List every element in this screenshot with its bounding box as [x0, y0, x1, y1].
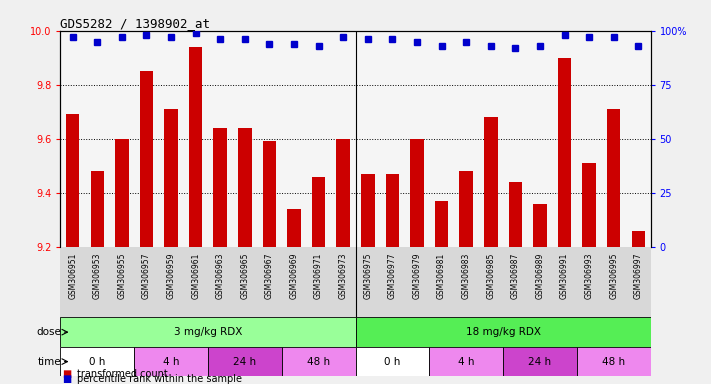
Bar: [577, 347, 651, 376]
Text: GSM306965: GSM306965: [240, 252, 250, 299]
Text: 18 mg/kg RDX: 18 mg/kg RDX: [466, 327, 540, 337]
Text: ■: ■: [62, 374, 71, 384]
Text: GSM306973: GSM306973: [338, 252, 348, 299]
Bar: [90, 171, 104, 247]
Text: GSM306991: GSM306991: [560, 252, 569, 299]
Bar: [312, 177, 326, 247]
Text: 4 h: 4 h: [163, 357, 179, 367]
Bar: [213, 128, 227, 247]
Text: 3 mg/kg RDX: 3 mg/kg RDX: [173, 327, 242, 337]
Text: GSM306989: GSM306989: [535, 252, 545, 299]
Bar: [134, 347, 208, 376]
Text: GSM306983: GSM306983: [461, 252, 471, 299]
Text: GSM306959: GSM306959: [166, 252, 176, 299]
Bar: [336, 139, 350, 247]
Bar: [361, 174, 375, 247]
Text: GSM306985: GSM306985: [486, 252, 496, 299]
Bar: [429, 347, 503, 376]
Bar: [607, 109, 621, 247]
Bar: [164, 109, 178, 247]
Bar: [410, 139, 424, 247]
Bar: [189, 47, 203, 247]
Text: GSM306979: GSM306979: [412, 252, 422, 299]
Bar: [435, 201, 449, 247]
Text: 48 h: 48 h: [307, 357, 330, 367]
Text: GSM306993: GSM306993: [584, 252, 594, 299]
Text: GSM306977: GSM306977: [388, 252, 397, 299]
Text: 0 h: 0 h: [384, 357, 400, 367]
Bar: [287, 209, 301, 247]
Bar: [356, 347, 429, 376]
Bar: [533, 204, 547, 247]
Bar: [262, 141, 276, 247]
Text: GSM306975: GSM306975: [363, 252, 373, 299]
Bar: [115, 139, 129, 247]
Bar: [60, 318, 356, 347]
Text: time: time: [38, 357, 62, 367]
Bar: [66, 114, 80, 247]
Bar: [356, 318, 651, 347]
Text: GDS5282 / 1398902_at: GDS5282 / 1398902_at: [60, 17, 210, 30]
Text: 4 h: 4 h: [458, 357, 474, 367]
Text: GSM306969: GSM306969: [289, 252, 299, 299]
Text: GSM306967: GSM306967: [265, 252, 274, 299]
Text: GSM306951: GSM306951: [68, 252, 77, 299]
Bar: [385, 174, 399, 247]
Text: GSM306997: GSM306997: [634, 252, 643, 299]
Text: percentile rank within the sample: percentile rank within the sample: [77, 374, 242, 384]
Bar: [459, 171, 473, 247]
Bar: [238, 128, 252, 247]
Text: dose: dose: [37, 327, 62, 337]
Text: GSM306963: GSM306963: [215, 252, 225, 299]
Text: 24 h: 24 h: [233, 357, 257, 367]
Bar: [503, 347, 577, 376]
Bar: [282, 347, 356, 376]
Text: 24 h: 24 h: [528, 357, 552, 367]
Text: GSM306971: GSM306971: [314, 252, 323, 299]
Text: GSM306995: GSM306995: [609, 252, 618, 299]
Text: transformed count: transformed count: [77, 369, 168, 379]
Bar: [582, 163, 596, 247]
Bar: [508, 182, 522, 247]
Text: GSM306953: GSM306953: [93, 252, 102, 299]
Bar: [631, 230, 645, 247]
Text: ■: ■: [62, 369, 71, 379]
Bar: [208, 347, 282, 376]
Text: 0 h: 0 h: [89, 357, 105, 367]
Text: GSM306957: GSM306957: [142, 252, 151, 299]
Text: GSM306981: GSM306981: [437, 252, 446, 299]
Bar: [557, 58, 571, 247]
Bar: [484, 117, 498, 247]
Text: GSM306987: GSM306987: [510, 252, 520, 299]
Text: GSM306961: GSM306961: [191, 252, 201, 299]
Bar: [140, 71, 154, 247]
Text: 48 h: 48 h: [602, 357, 625, 367]
Bar: [60, 347, 134, 376]
Text: GSM306955: GSM306955: [117, 252, 127, 299]
